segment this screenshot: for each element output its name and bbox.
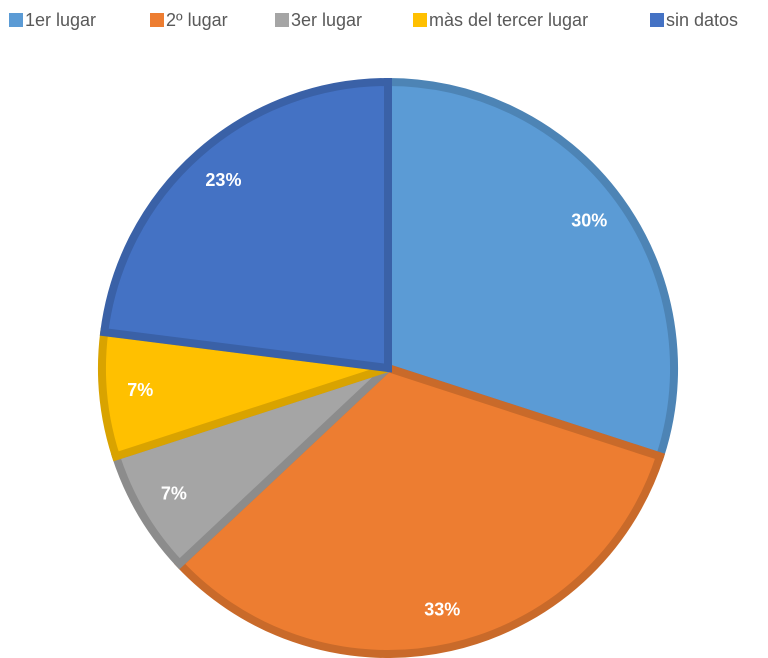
data-label: 30% [571,210,607,230]
data-label: 33% [424,600,460,620]
legend-swatch [9,13,23,27]
legend-swatch [275,13,289,27]
legend-label: sin datos [666,10,738,30]
legend-swatch [150,13,164,27]
data-label: 7% [161,483,187,503]
legend-swatch [413,13,427,27]
legend-swatch [650,13,664,27]
legend-label: 2º lugar [166,10,228,30]
pie-slice [384,77,678,462]
legend-label: màs del tercer lugar [429,10,588,30]
pie-slice [99,77,392,373]
legend-label: 3er lugar [291,10,362,30]
data-label: 7% [127,380,153,400]
data-label: 23% [205,170,241,190]
pie-slice [173,363,666,658]
legend-label: 1er lugar [25,10,96,30]
